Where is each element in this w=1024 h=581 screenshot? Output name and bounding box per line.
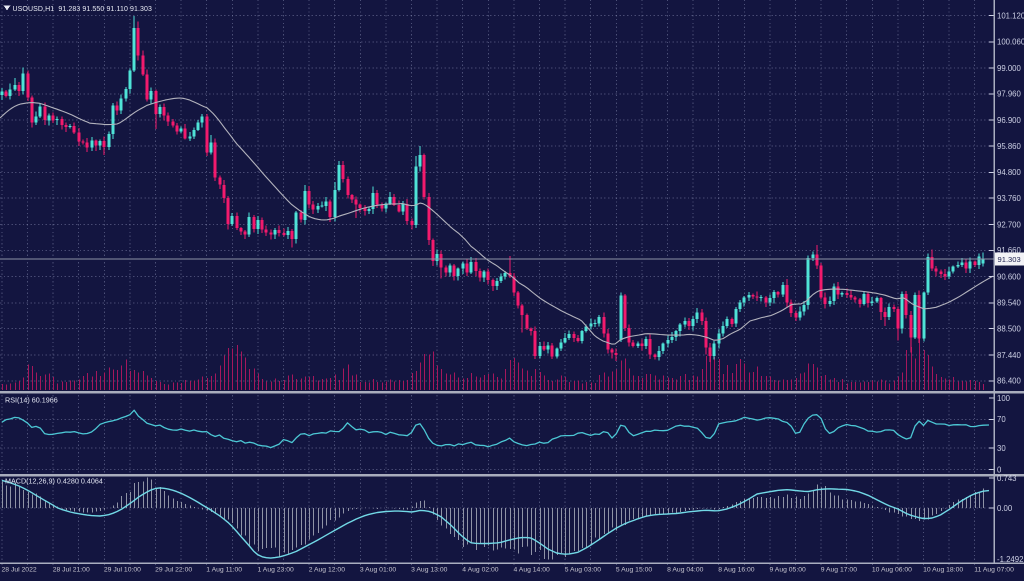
svg-text:100: 100	[997, 394, 1011, 403]
svg-text:5 Aug 15:00: 5 Aug 15:00	[616, 567, 653, 574]
svg-text:28 Jul 2022: 28 Jul 2022	[2, 567, 37, 574]
svg-text:10 Aug 18:00: 10 Aug 18:00	[923, 567, 963, 574]
svg-text:91.303: 91.303	[998, 255, 1021, 264]
svg-text:3 Aug 13:00: 3 Aug 13:00	[411, 567, 448, 574]
svg-text:29 Jul 10:00: 29 Jul 10:00	[104, 567, 141, 574]
svg-text:96.900: 96.900	[997, 116, 1022, 125]
svg-text:9 Aug 05:00: 9 Aug 05:00	[770, 567, 807, 574]
svg-text:0.00: 0.00	[997, 504, 1013, 513]
svg-text:100.060: 100.060	[997, 38, 1024, 47]
svg-text:88.500: 88.500	[997, 325, 1022, 334]
svg-text:10 Aug 06:00: 10 Aug 06:00	[872, 567, 912, 574]
svg-text:RSI(14) 60.1966: RSI(14) 60.1966	[5, 396, 58, 405]
svg-text:5 Aug 03:00: 5 Aug 03:00	[565, 567, 602, 574]
svg-text:USOUSD,H1 91.283 91.550 91.11: USOUSD,H1 91.283 91.550 91.110 91.303	[13, 6, 153, 13]
svg-text:92.700: 92.700	[997, 220, 1022, 229]
svg-text:8 Aug 04:00: 8 Aug 04:00	[667, 567, 704, 574]
svg-text:30: 30	[997, 444, 1006, 453]
svg-text:29 Jul 22:00: 29 Jul 22:00	[155, 567, 192, 574]
svg-text:-1.2492: -1.2492	[997, 555, 1023, 564]
svg-text:87.440: 87.440	[997, 351, 1022, 360]
svg-text:101.120: 101.120	[997, 11, 1024, 20]
svg-text:95.860: 95.860	[997, 142, 1022, 151]
svg-text:97.960: 97.960	[997, 90, 1022, 99]
svg-text:8 Aug 16:00: 8 Aug 16:00	[718, 567, 755, 574]
svg-text:90.600: 90.600	[997, 272, 1022, 281]
svg-text:91.660: 91.660	[997, 246, 1022, 255]
svg-text:0.743: 0.743	[997, 474, 1017, 483]
svg-text:0: 0	[997, 465, 1002, 474]
svg-text:4 Aug 14:00: 4 Aug 14:00	[514, 567, 551, 574]
svg-text:94.800: 94.800	[997, 168, 1022, 177]
svg-text:89.540: 89.540	[997, 299, 1022, 308]
svg-text:99.000: 99.000	[997, 64, 1022, 73]
svg-text:1 Aug 23:00: 1 Aug 23:00	[258, 567, 295, 574]
svg-text:9 Aug 17:00: 9 Aug 17:00	[821, 567, 858, 574]
svg-text:3 Aug 01:00: 3 Aug 01:00	[360, 567, 397, 574]
svg-text:28 Jul 21:00: 28 Jul 21:00	[53, 567, 90, 574]
svg-text:MACD(12,26,9) 0.4280 0.4064: MACD(12,26,9) 0.4280 0.4064	[5, 477, 103, 486]
svg-text:86.400: 86.400	[997, 377, 1022, 386]
svg-text:70: 70	[997, 415, 1006, 424]
svg-text:2 Aug 12:00: 2 Aug 12:00	[309, 567, 346, 574]
svg-text:93.760: 93.760	[997, 194, 1022, 203]
svg-text:1 Aug 11:00: 1 Aug 11:00	[206, 567, 242, 574]
svg-text:4 Aug 02:00: 4 Aug 02:00	[462, 567, 499, 574]
svg-text:11 Aug 07:00: 11 Aug 07:00	[974, 567, 1014, 574]
